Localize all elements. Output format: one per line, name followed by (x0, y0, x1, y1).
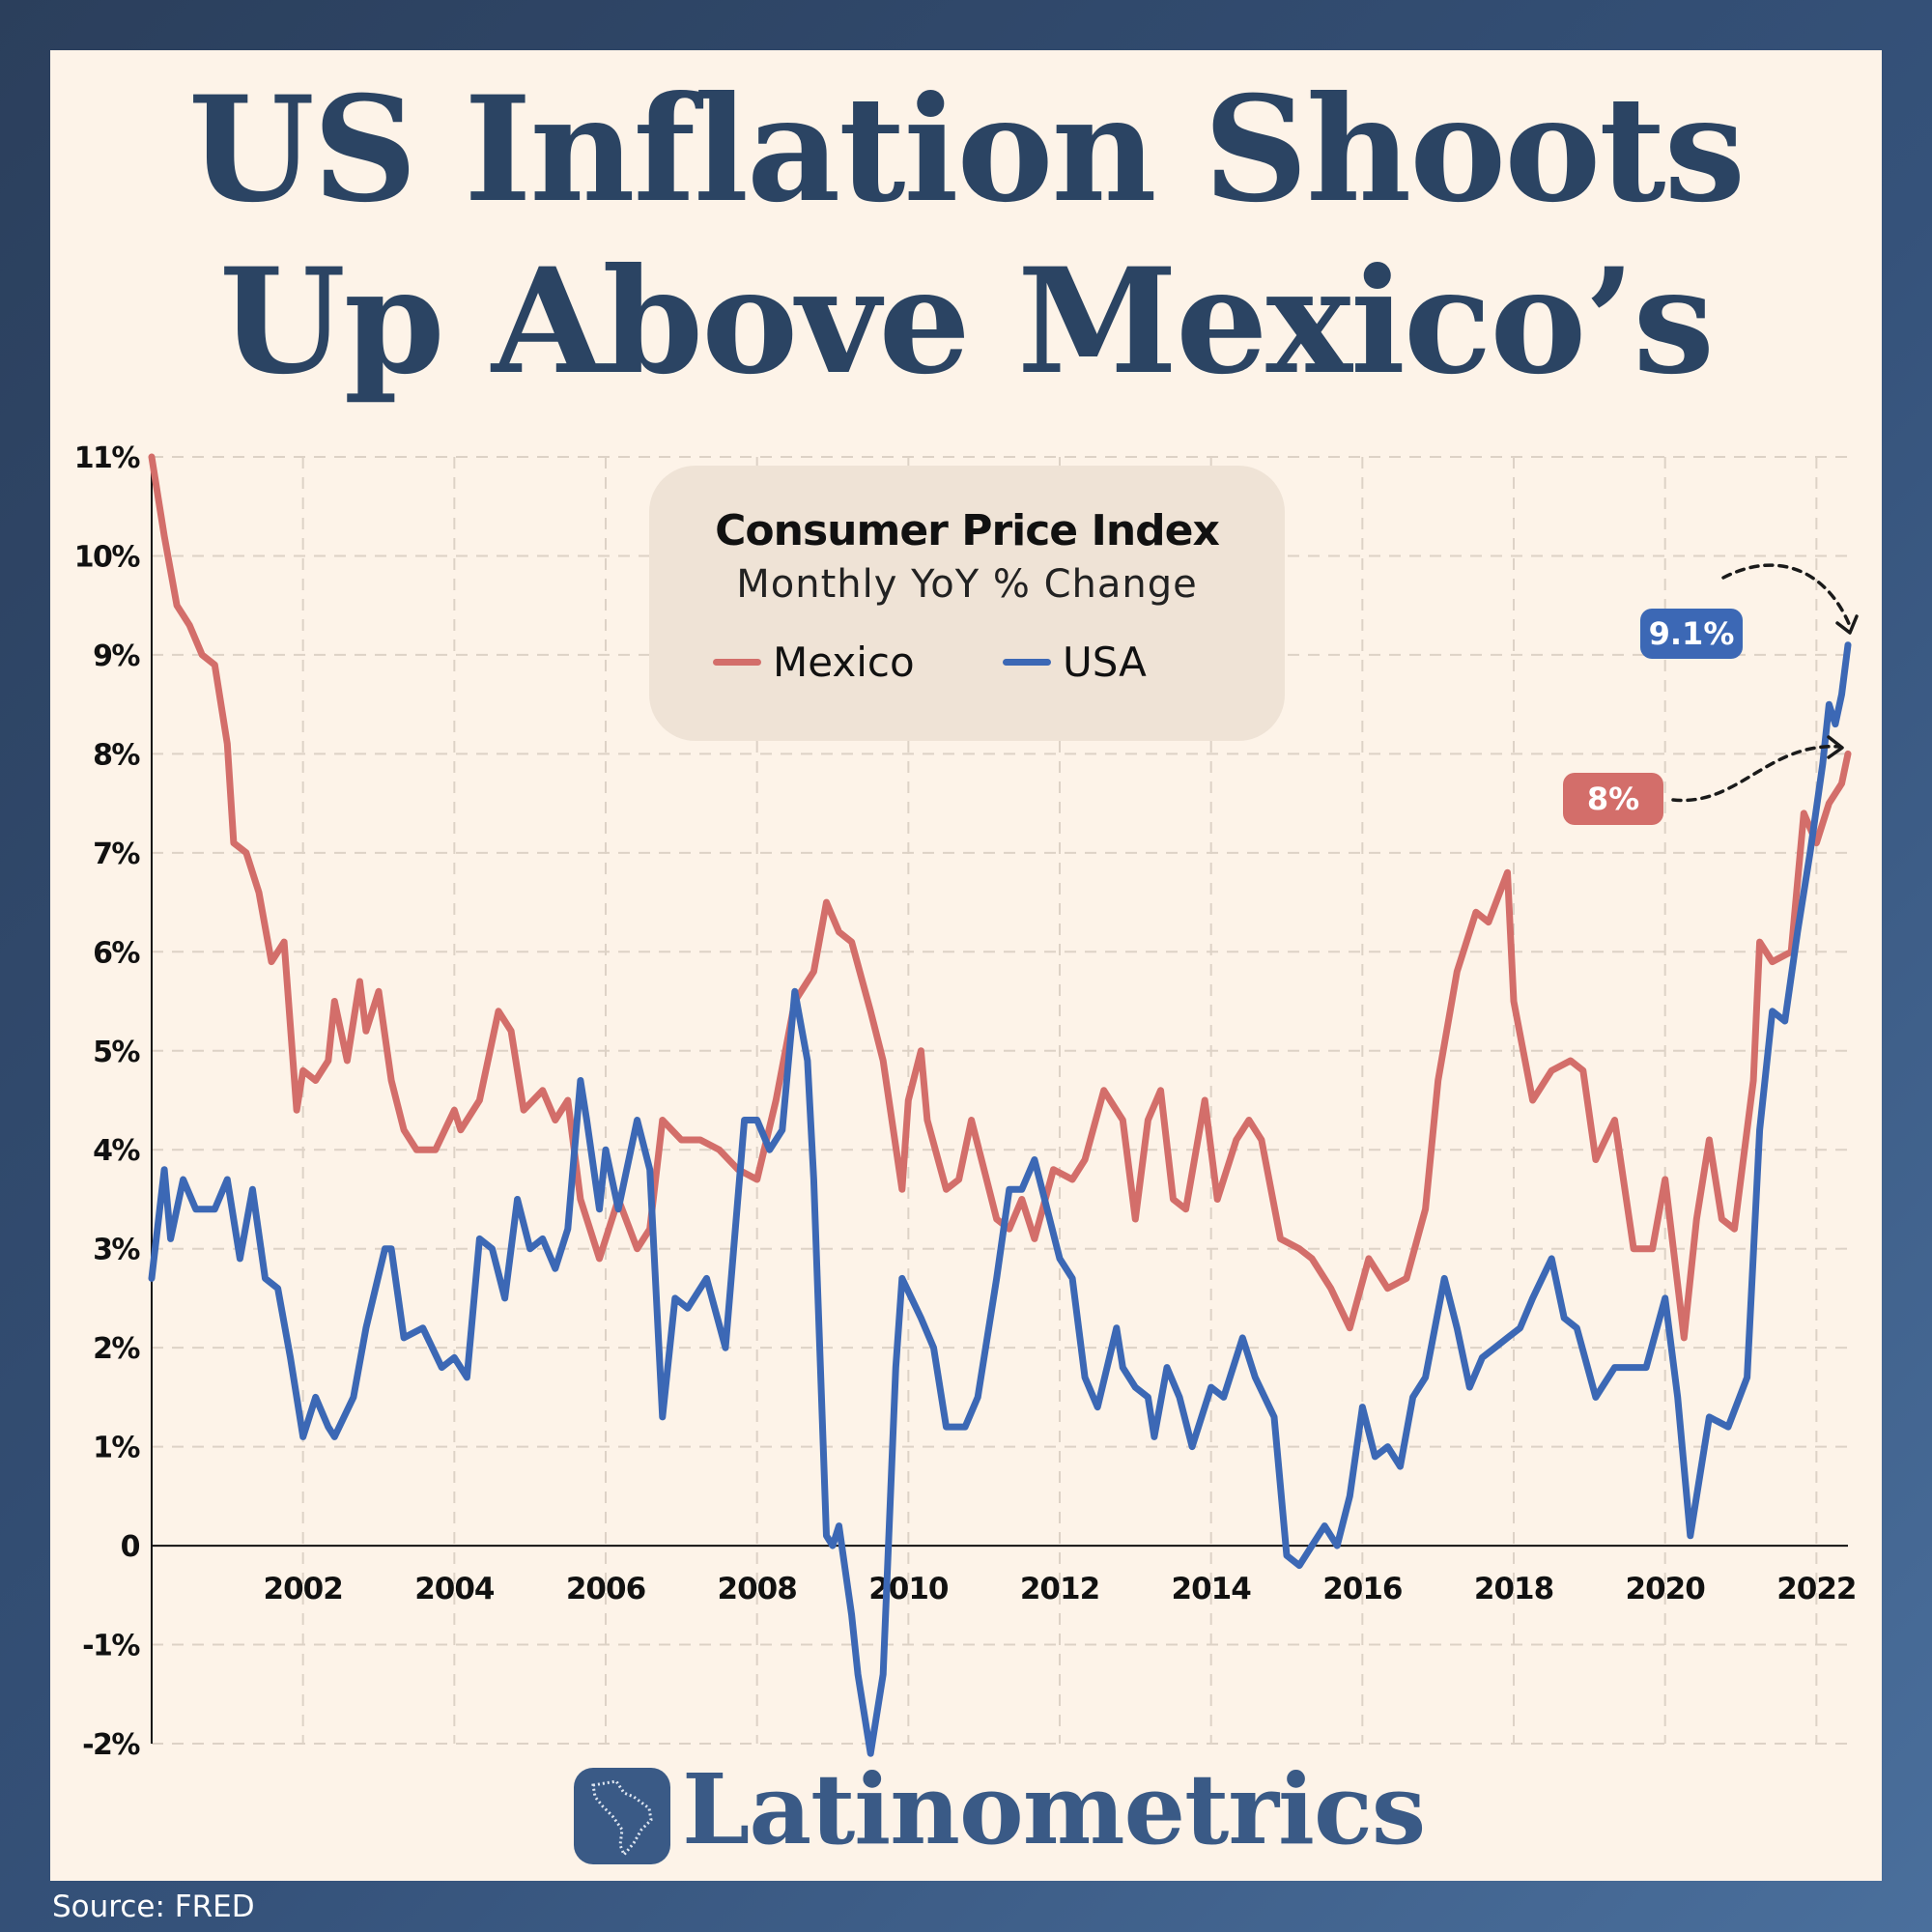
y-tick-label: 8% (93, 738, 140, 772)
annotation-arrows (1671, 563, 1859, 803)
chart-subtitle: Monthly YoY % Change (736, 562, 1198, 607)
y-tick-label: 9% (93, 639, 140, 673)
x-tick-label: 2016 (1322, 1572, 1402, 1606)
page-title: US Inflation Shoots Up Above Mexico’s (50, 64, 1882, 408)
x-tick-label: 2020 (1626, 1572, 1706, 1606)
chart-card (50, 50, 1882, 1881)
title-line-1: US Inflation Shoots (187, 65, 1746, 235)
map-icon-glyph (591, 1779, 653, 1858)
mexico-arrowhead-icon (1827, 735, 1844, 759)
y-tick-label: 4% (93, 1134, 140, 1168)
x-tick-label: 2012 (1020, 1572, 1099, 1606)
x-tick-label: 2014 (1172, 1572, 1252, 1606)
legend-item-mexico: Mexico (713, 638, 915, 686)
legend-swatch-mexico (713, 658, 761, 666)
latin-america-map-icon (574, 1768, 670, 1864)
y-tick-label: 2% (93, 1332, 140, 1366)
y-tick-label: -2% (82, 1728, 140, 1762)
brand-logo-text: Latinometrics (682, 1752, 1426, 1866)
x-tick-label: 2002 (264, 1572, 343, 1606)
usa-annotation-arrow (1721, 563, 1852, 628)
legend-label-usa: USA (1063, 638, 1147, 686)
y-tick-label: 6% (93, 936, 140, 970)
axes (151, 457, 1848, 1744)
legend-label-mexico: Mexico (773, 638, 915, 686)
y-tick-label: 10% (74, 540, 141, 574)
y-tick-label: 5% (93, 1036, 140, 1069)
title-line-2: Up Above Mexico’s (219, 237, 1715, 407)
y-tick-label: 1% (93, 1432, 140, 1465)
legend: Consumer Price Index Monthly YoY % Chang… (649, 466, 1285, 741)
usa-value-badge: 9.1% (1640, 609, 1743, 659)
x-axis-ticks: 2002 2004 2006 2008 2010 2012 2014 2016 2018 2020… (264, 1572, 1858, 1606)
legend-item-usa: USA (1003, 638, 1147, 686)
x-tick-label: 2010 (868, 1572, 949, 1606)
series-lines (148, 453, 1852, 1757)
y-tick-label: -1% (82, 1630, 140, 1663)
x-tick-label: 2018 (1474, 1572, 1553, 1606)
y-tick-label: 0 (121, 1530, 140, 1564)
x-tick-label: 2022 (1776, 1572, 1856, 1606)
y-tick-label: 3% (93, 1234, 140, 1267)
usa-arrowhead-icon (1835, 614, 1859, 635)
y-tick-label: 11% (74, 441, 141, 475)
y-axis-ticks: 11% 10% 9% 8% 7% 6% 5% 4% 3% 2% 1% 0 -1% -2% (74, 441, 142, 1762)
x-tick-label: 2008 (718, 1572, 797, 1606)
y-tick-label: 7% (93, 838, 140, 871)
mexico-annotation-arrow (1671, 745, 1842, 803)
chart-title: Consumer Price Index (715, 506, 1220, 555)
series-line-mexico (148, 453, 1852, 1342)
x-tick-label: 2004 (414, 1572, 495, 1606)
source-note: Source: FRED (52, 1889, 255, 1924)
mexico-value-badge: 8% (1563, 773, 1663, 825)
legend-swatch-usa (1003, 658, 1051, 666)
series-line-usa (148, 641, 1852, 1757)
x-tick-label: 2006 (566, 1572, 645, 1606)
